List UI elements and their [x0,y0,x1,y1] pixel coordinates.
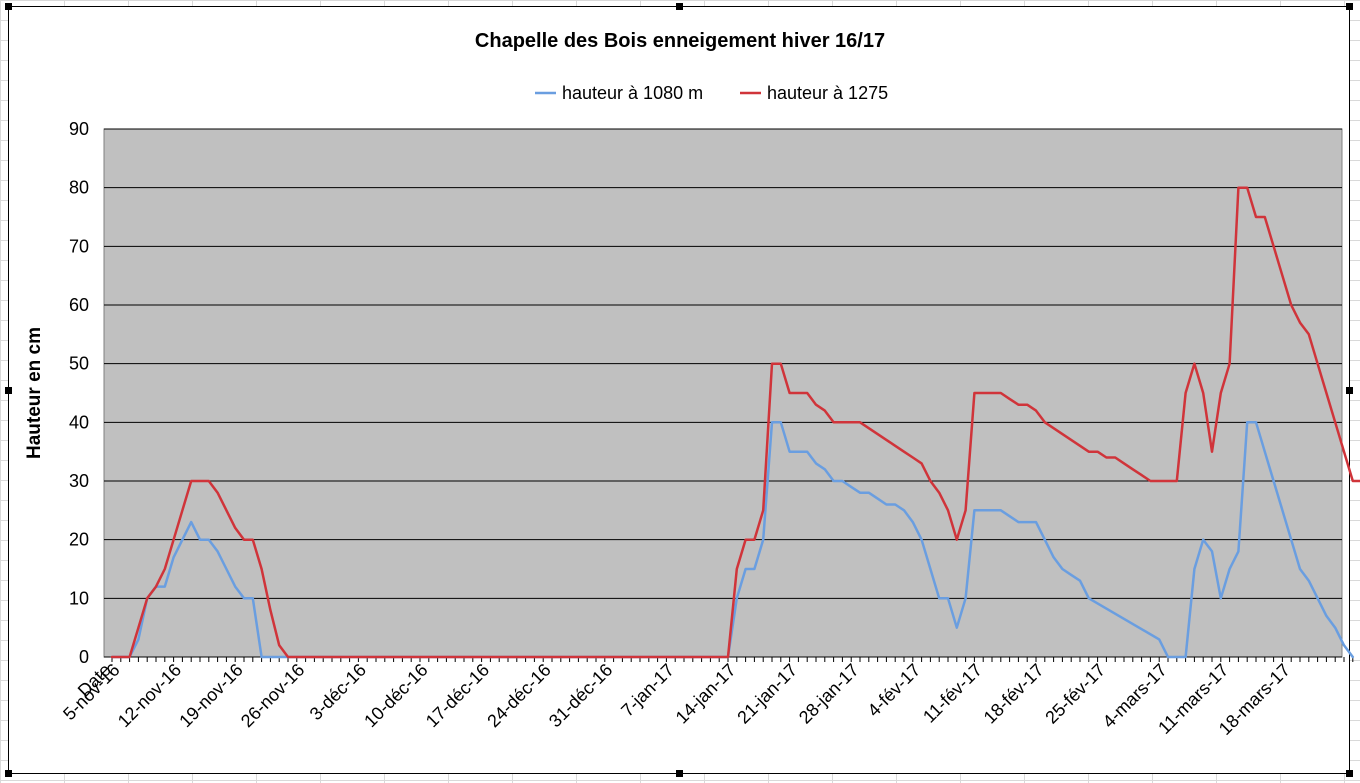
x-tick-label: 10-déc-16 [360,660,431,731]
x-tick-label: 26-nov-16 [237,660,308,731]
x-tick-label: 11-fév-17 [919,660,986,727]
resize-handle-bottom-left[interactable] [5,770,12,777]
legend-label-1080: hauteur à 1080 m [562,83,703,103]
plot-area [103,128,1343,658]
y-tick-label: 20 [69,530,89,550]
chart-title: Chapelle des Bois enneigement hiver 16/1… [475,30,885,52]
x-tick-label: 18-fév-17 [980,660,1048,728]
y-axis-tick-labels: 0 10 20 30 40 50 60 70 80 90 [69,119,89,667]
x-tick-label: 3-déc-16 [306,660,370,724]
x-tick-label: 21-jan-17 [733,660,801,728]
resize-handle-top[interactable] [676,3,683,10]
series-line-1080 [110,421,1355,659]
y-tick-label: 40 [69,412,89,432]
y-tick-label: 90 [69,119,89,139]
series-lines [110,186,1360,659]
resize-handle-right[interactable] [1346,387,1353,394]
x-tick-label: 7-jan-17 [617,660,678,721]
legend-label-1275: hauteur à 1275 [767,83,888,103]
y-tick-label: 10 [69,588,89,608]
resize-handle-bottom[interactable] [676,770,683,777]
x-tick-label: 31-déc-16 [545,660,616,731]
resize-handle-top-left[interactable] [5,3,12,10]
y-tick-label: 50 [69,354,89,374]
x-tick-label: 4-fév-17 [864,660,925,721]
y-tick-label: 70 [69,236,89,256]
y-axis-title: Hauteur en cm [24,327,45,459]
y-tick-label: 30 [69,471,89,491]
x-tick-label: 24-déc-16 [483,660,554,731]
y-tick-label: 80 [69,178,89,198]
x-tick-label: 17-déc-16 [422,660,493,731]
x-axis-tick-labels: Date5-nov-1612-nov-1619-nov-1626-nov-163… [59,660,1294,739]
x-tick-label: 14-jan-17 [672,660,740,728]
legend: hauteur à 1080 m hauteur à 1275 [535,83,888,103]
series-line-1275 [110,186,1360,659]
resize-handle-bottom-right[interactable] [1346,770,1353,777]
x-tick-label: 12-nov-16 [114,660,185,731]
x-tick-label: 28-jan-17 [795,660,863,728]
y-tick-label: 0 [79,647,89,667]
resize-handle-left[interactable] [5,387,12,394]
gridlines [104,128,1342,599]
resize-handle-top-right[interactable] [1346,3,1353,10]
y-tick-label: 60 [69,295,89,315]
x-tick-label: 19-nov-16 [175,660,246,731]
